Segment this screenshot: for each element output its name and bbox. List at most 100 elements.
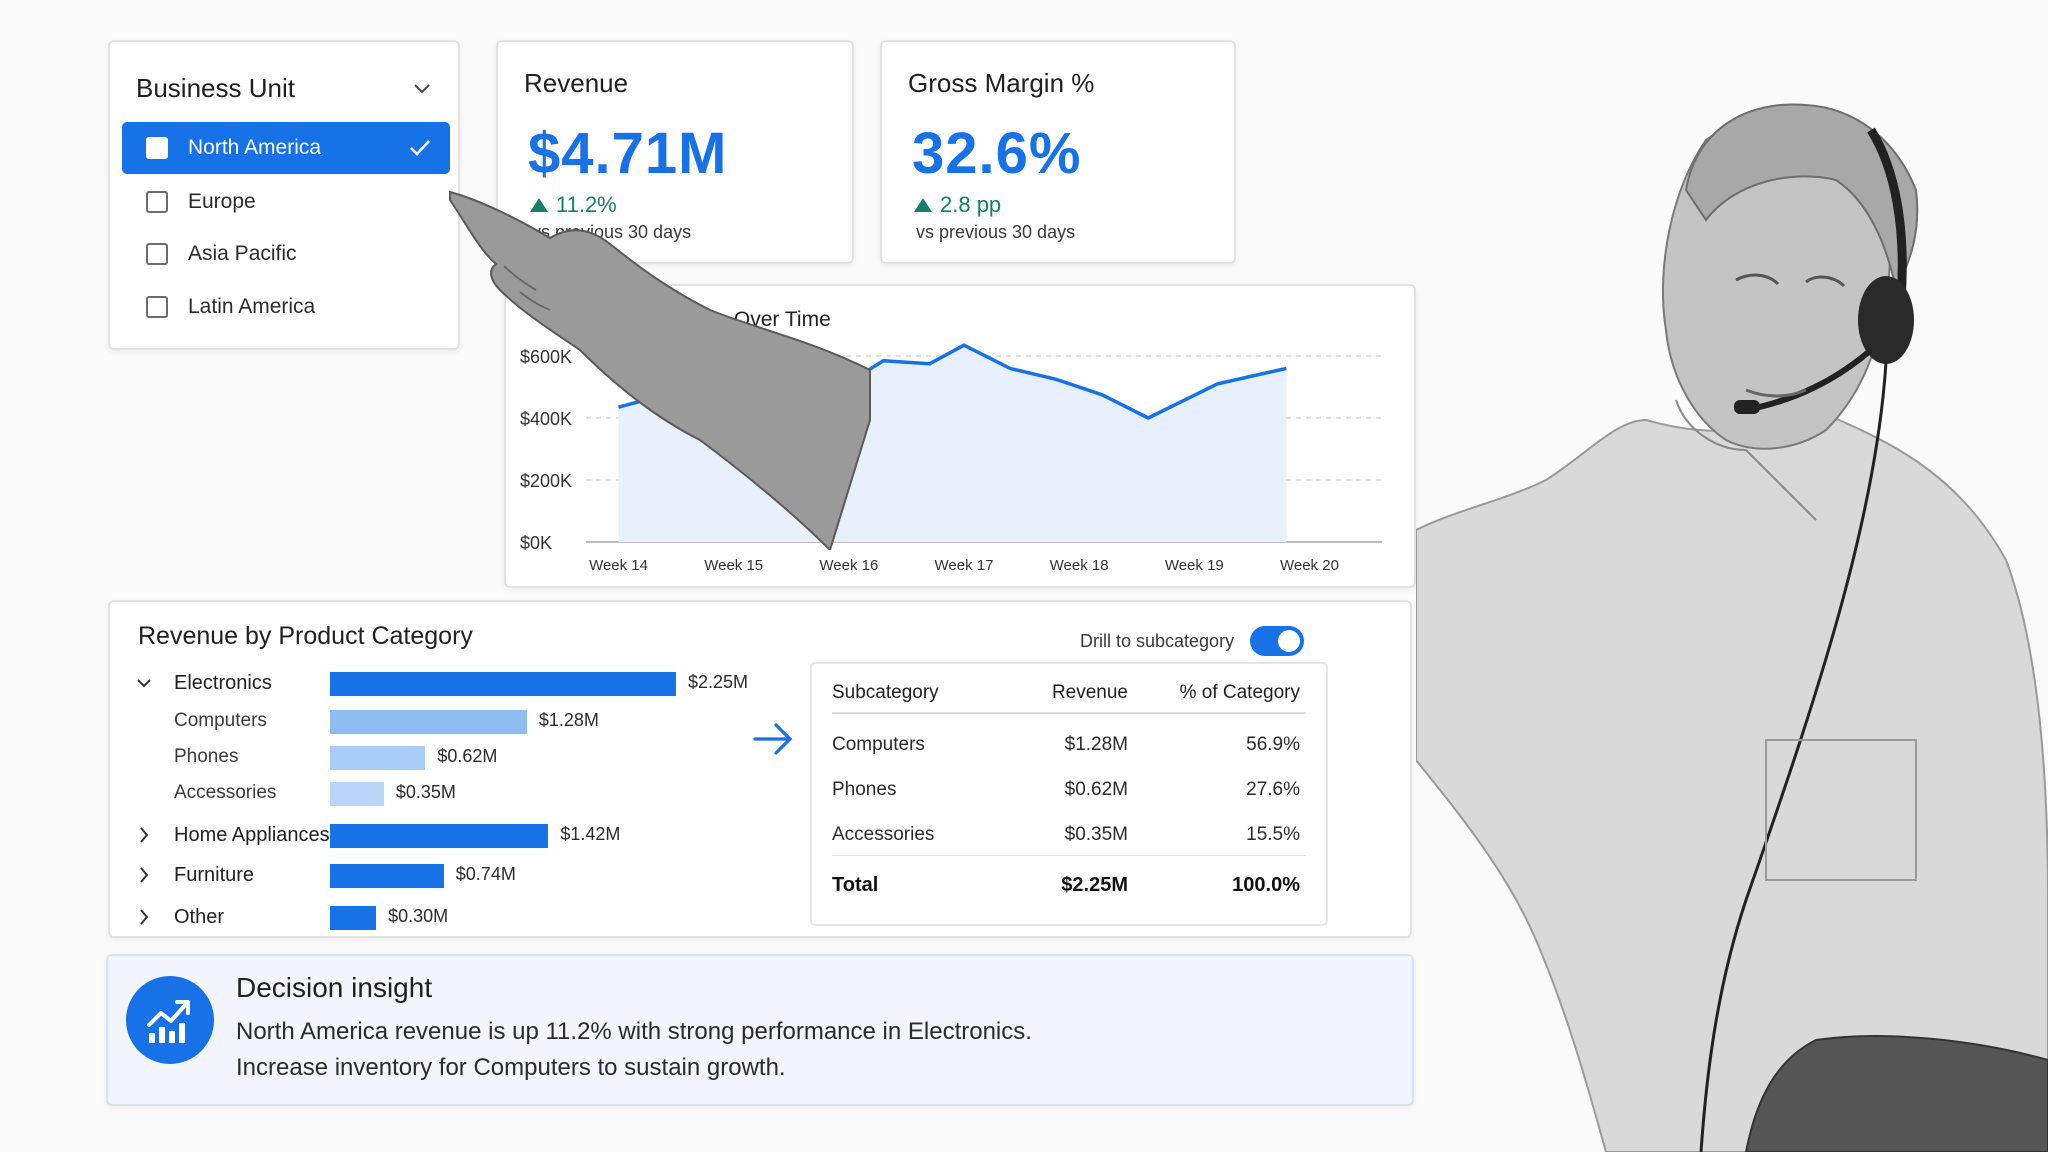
bar-value-label: $0.62M: [437, 746, 498, 766]
checkbox[interactable]: [146, 137, 168, 159]
y-tick-label: $400K: [520, 409, 572, 429]
category-label: Computers: [174, 710, 267, 731]
option-europe[interactable]: Europe: [122, 176, 450, 228]
category-label: Furniture: [174, 864, 255, 886]
chevron-down-icon[interactable]: [136, 674, 152, 692]
kpi-delta-value: 11.2%: [556, 192, 617, 217]
arrow-up-icon: [914, 198, 932, 212]
option-label: Asia Pacific: [188, 242, 297, 265]
cell-revenue: $1.28M: [1064, 734, 1128, 755]
business-unit-dropdown[interactable]: Business Unit: [136, 68, 432, 108]
category-bar[interactable]: [330, 864, 444, 888]
header-percent[interactable]: % of Category: [1179, 682, 1300, 703]
x-tick-label: Week 14: [589, 557, 648, 574]
bar-value-label: $0.30M: [388, 906, 449, 926]
bar-value-label: $1.42M: [560, 824, 621, 844]
checkbox[interactable]: [146, 296, 168, 318]
insight-text-line-2: Increase inventory for Computers to sust…: [236, 1054, 786, 1081]
y-axis-ticks: $600K $400K $200K $0K: [520, 347, 572, 553]
category-bar[interactable]: [330, 782, 384, 806]
option-latin-america[interactable]: Latin America: [122, 281, 450, 333]
chevron-down-icon: [414, 84, 430, 94]
option-north-america[interactable]: North America: [122, 122, 450, 174]
checkbox[interactable]: [146, 191, 168, 213]
drill-toggle[interactable]: [1250, 626, 1305, 656]
category-bar[interactable]: [330, 672, 676, 696]
kpi-card-revenue: Revenue $4.71M 11.2% vs previous 30 days: [496, 40, 854, 264]
category-row[interactable]: Other $0.30M: [110, 904, 830, 934]
arrow-up-icon: [530, 198, 548, 212]
category-bar[interactable]: [330, 824, 549, 848]
header-revenue[interactable]: Revenue: [1051, 682, 1128, 703]
subcategory-row[interactable]: Phones $0.62M: [110, 744, 830, 774]
y-tick-label: $600K: [520, 347, 572, 367]
checkmark-icon: [410, 140, 430, 156]
subcategory-row[interactable]: Computers $1.28M: [110, 708, 830, 738]
option-label: North America: [188, 136, 322, 159]
category-label: Accessories: [174, 782, 277, 803]
subcategory-table: Subcategory Revenue % of Category Comput…: [810, 662, 1328, 926]
bar-value-label: $1.28M: [538, 710, 599, 730]
x-tick-label: Week 17: [935, 557, 994, 574]
business-unit-title: Business Unit: [136, 72, 295, 103]
chevron-right-icon[interactable]: [136, 866, 152, 884]
category-row[interactable]: Furniture $0.74M: [110, 862, 830, 892]
decision-insight-card: Decision insight North America revenue i…: [106, 954, 1414, 1106]
header-subcategory[interactable]: Subcategory: [832, 682, 939, 703]
table-row[interactable]: Accessories $0.35M 15.5%: [832, 812, 1306, 856]
subcategory-row[interactable]: Accessories $0.35M: [110, 780, 830, 810]
table-row[interactable]: Computers $1.28M 56.9%: [832, 722, 1306, 766]
category-label: Other: [174, 906, 225, 928]
option-asia-pacific[interactable]: Asia Pacific: [122, 228, 450, 280]
bar-value-label: $0.35M: [395, 782, 456, 802]
category-label: Phones: [174, 746, 239, 767]
category-row[interactable]: Home Appliances $1.42M: [110, 822, 830, 852]
category-bar[interactable]: [330, 746, 426, 770]
toggle-knob: [1278, 630, 1301, 652]
pointing-hand-photo: [449, 190, 871, 550]
table-header: Subcategory Revenue % of Category: [832, 670, 1306, 714]
bar-value-label: $2.25M: [688, 672, 749, 692]
category-row[interactable]: Electronics $2.25M: [110, 670, 830, 700]
cell-percent: 56.9%: [1246, 734, 1300, 755]
arrow-right-icon: [753, 723, 793, 755]
panel-title: Revenue by Product Category: [138, 622, 473, 650]
cell-revenue: $0.62M: [1064, 779, 1128, 800]
kpi-value: 32.6%: [912, 121, 1082, 186]
cell-revenue: $0.35M: [1064, 824, 1128, 845]
kpi-delta: 11.2%: [530, 192, 617, 218]
cell-percent: 27.6%: [1246, 779, 1300, 800]
kpi-value: $4.71M: [528, 121, 728, 186]
option-label: Latin America: [188, 295, 316, 318]
kpi-delta: 2.8 pp: [914, 192, 1001, 218]
support-agent-photo: [1416, 103, 2048, 1152]
chevron-right-icon[interactable]: [136, 826, 152, 844]
category-bar[interactable]: [330, 906, 377, 930]
x-axis-ticks: Week 14 Week 15 Week 16 Week 17 Week 18 Week …: [589, 557, 1339, 574]
trending-up-chart-icon: [126, 976, 214, 1064]
chevron-right-icon[interactable]: [136, 908, 152, 926]
insight-text-line-1: North America revenue is up 11.2% with s…: [236, 1018, 1032, 1045]
x-tick-label: Week 18: [1050, 557, 1109, 574]
total-revenue: $2.25M: [1061, 874, 1128, 896]
total-label: Total: [832, 874, 879, 896]
cell-subcategory: Phones: [832, 779, 897, 800]
kpi-card-gross-margin: Gross Margin % 32.6% 2.8 pp vs previous …: [880, 40, 1236, 264]
category-bar[interactable]: [330, 710, 527, 734]
x-tick-label: Week 15: [704, 557, 763, 574]
table-row[interactable]: Phones $0.62M 27.6%: [832, 767, 1306, 811]
kpi-title: Revenue: [524, 68, 629, 98]
table-total-row: Total $2.25M 100.0%: [832, 862, 1306, 906]
insight-title: Decision insight: [236, 972, 433, 1003]
cell-subcategory: Accessories: [832, 824, 935, 845]
checkbox[interactable]: [146, 243, 168, 265]
business-unit-filter: Business Unit North America Europe Asia …: [108, 40, 460, 350]
x-tick-label: Week 19: [1165, 557, 1224, 574]
total-percent: 100.0%: [1232, 874, 1300, 896]
drill-toggle-group: Drill to subcategory: [1080, 626, 1305, 656]
y-tick-label: $200K: [520, 471, 572, 491]
category-label: Electronics: [174, 672, 272, 694]
bar-value-label: $0.74M: [455, 864, 516, 884]
drill-label: Drill to subcategory: [1080, 630, 1235, 651]
cell-percent: 15.5%: [1246, 824, 1300, 845]
